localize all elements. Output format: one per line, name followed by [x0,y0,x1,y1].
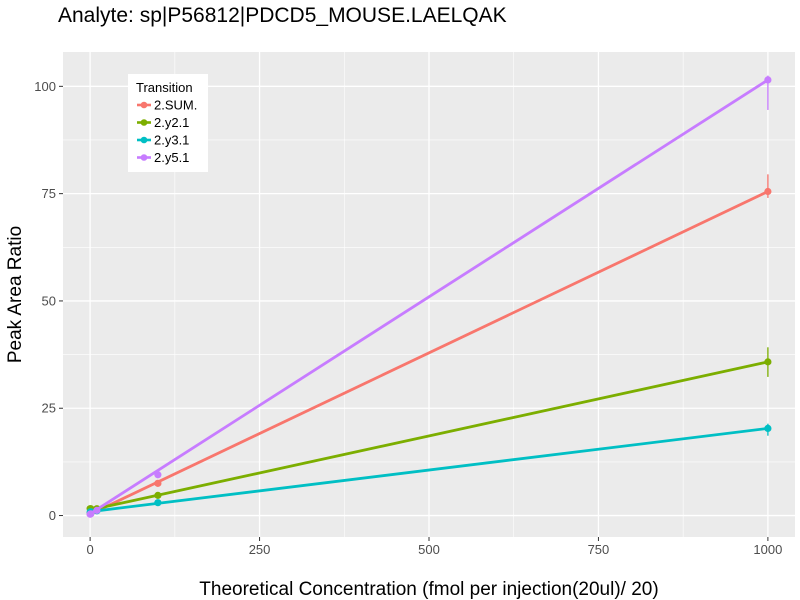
legend-item-3: 2.y5.1 [137,150,189,165]
series-line [89,78,769,516]
x-tick-label: 500 [418,542,440,557]
series-line [89,190,769,516]
data-point [154,471,162,479]
x-tick-label: 0 [86,542,93,557]
series-line [89,360,769,512]
legend-label: 2.SUM. [154,98,197,113]
x-tick-label: 250 [249,542,271,557]
legend-title: Transition [136,80,193,95]
x-tick-label: 750 [588,542,610,557]
y-tick-label: 0 [49,508,56,523]
legend-label: 2.y3.1 [154,133,189,148]
legend-key-point [140,136,148,144]
legend-key-point [140,154,148,161]
legend-item-0: 2.SUM. [137,98,197,113]
series-line [89,427,769,514]
legend-label: 2.y2.1 [154,115,189,130]
legend-item-1: 2.y2.1 [137,115,189,130]
data-point [764,187,772,196]
data-point [764,76,772,84]
y-tick-label: 100 [34,79,56,94]
y-tick-label: 75 [42,186,56,201]
x-tick-label: 1000 [753,542,782,557]
data-point [154,491,162,499]
axes: 0 250 500 750 1000 0 25 50 75 100 [34,79,782,557]
data-point [87,510,95,518]
legend-item-2: 2.y3.1 [137,133,189,148]
data-point [764,424,772,433]
data-point [93,506,101,514]
series-3 [86,75,772,518]
data-point [154,499,162,507]
y-tick-label: 50 [42,293,56,308]
legend: Transition 2.SUM. 2.y2.1 2.y3.1 2.y5.1 [128,74,208,172]
y-tick-label: 25 [42,401,56,416]
legend-key-point [140,101,148,109]
data-point [154,479,162,487]
legend-key-point [140,119,148,126]
y-axis-title: Peak Area Ratio [5,226,26,363]
data-point [764,358,772,366]
chart-title: Analyte: sp|P56812|PDCD5_MOUSE.LAELQAK [58,4,507,27]
x-axis-title: Theoretical Concentration (fmol per inje… [199,579,658,600]
series-group [86,75,772,518]
legend-label: 2.y5.1 [154,150,189,165]
